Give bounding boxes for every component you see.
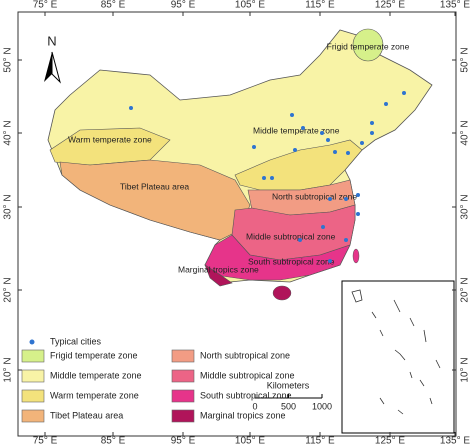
- city-dot: [290, 113, 294, 117]
- right-tick-label: 40° N: [460, 120, 471, 145]
- top-tick-label: 125° E: [375, 0, 405, 11]
- zone-taiwan: [352, 248, 360, 264]
- left-tick-label: 40° N: [3, 120, 14, 145]
- zones: [47, 28, 433, 301]
- bottom-tick-label: 105° E: [235, 436, 265, 446]
- zone-label: South subtropical zone: [248, 256, 335, 266]
- city-dot: [356, 212, 360, 216]
- legend-label: North subtropical zone: [200, 350, 290, 360]
- legend-label: South subtropical zone: [200, 390, 292, 400]
- top-tick-label: 75° E: [33, 0, 58, 11]
- scale-tick-label: 0: [252, 401, 257, 411]
- bottom-tick-label: 135° E: [440, 436, 470, 446]
- left-tick-label: 10° N: [3, 357, 14, 382]
- zone-label: Frigid temperate zone: [327, 41, 410, 51]
- zone-tibet: [59, 159, 251, 241]
- city-dot: [333, 150, 337, 154]
- top-tick-label: 105° E: [235, 0, 265, 11]
- legend-label: Tibet Plateau area: [50, 410, 123, 420]
- city-dot: [326, 138, 330, 142]
- city-dot: [356, 193, 360, 197]
- city-dot: [298, 238, 302, 242]
- city-dot: [344, 197, 348, 201]
- city-dot: [262, 176, 266, 180]
- north-arrow-left: [44, 52, 52, 82]
- right-tick-label: 20° N: [460, 277, 471, 302]
- city-dot: [301, 126, 305, 130]
- city-dot: [129, 106, 133, 110]
- city-dot: [360, 141, 364, 145]
- right-tick-label: 50° N: [460, 47, 471, 72]
- legend-label: Typical cities: [50, 336, 102, 346]
- city-dot: [384, 102, 388, 106]
- inset-islands: [351, 289, 441, 415]
- legend-label: Middle subtropical zone: [200, 370, 295, 380]
- legend-label: Frigid temperate zone: [50, 350, 138, 360]
- zone-label: Warm temperate zone: [68, 134, 152, 144]
- right-tick-label: 10° N: [460, 357, 471, 382]
- legend-swatch: [21, 369, 45, 383]
- bottom-tick-label: 95° E: [171, 436, 196, 446]
- legend-label: Marginal tropics zone: [200, 410, 286, 420]
- city-dot: [321, 225, 325, 229]
- zone-hainan: [272, 285, 292, 301]
- legend-swatch: [21, 349, 45, 363]
- city-dot: [346, 151, 350, 155]
- bottom-tick-label: 115° E: [305, 436, 335, 446]
- scale-title: Kilometers: [267, 380, 310, 390]
- left-tick-label: 50° N: [3, 47, 14, 72]
- zone-label: Middle subtropical zone: [246, 231, 336, 241]
- city-dot: [328, 259, 332, 263]
- top-tick-label: 95° E: [171, 0, 196, 11]
- legend-swatch: [171, 389, 195, 403]
- bottom-tick-label: 75° E: [33, 436, 58, 446]
- legend-dot: [29, 339, 35, 345]
- city-dot: [344, 238, 348, 242]
- zone-marginal-tropics: [204, 264, 233, 287]
- top-tick-label: 135° E: [440, 0, 470, 11]
- zone-frigid: [352, 28, 384, 62]
- top-tick-label: 115° E: [305, 0, 335, 11]
- city-dot: [402, 91, 406, 95]
- north-arrow-right: [51, 51, 61, 84]
- legend-swatch: [21, 389, 45, 403]
- city-dot: [370, 131, 374, 135]
- legend-label: Middle temperate zone: [50, 370, 142, 380]
- inset-frame: [341, 280, 455, 434]
- scale-tick-label: 1000: [312, 401, 332, 411]
- bottom-tick-label: 85° E: [101, 436, 126, 446]
- city-dot: [320, 131, 324, 135]
- left-tick-label: 30° N: [3, 194, 14, 219]
- city-dot: [293, 148, 297, 152]
- legend-swatch: [171, 349, 195, 363]
- city-dot: [270, 176, 274, 180]
- legend-swatch: [21, 409, 45, 423]
- city-dot: [328, 197, 332, 201]
- zone-label: Marginal tropics zone: [178, 264, 259, 274]
- zone-label: Tibet Plateau area: [120, 181, 189, 191]
- city-dot: [370, 121, 374, 125]
- left-tick-label: 20° N: [3, 277, 14, 302]
- legend-swatch: [171, 369, 195, 383]
- right-tick-label: 30° N: [460, 194, 471, 219]
- zone-label: North subtropical zone: [272, 191, 357, 201]
- north-arrow: N: [44, 33, 61, 84]
- scale-tick-label: 500: [281, 401, 296, 411]
- bottom-tick-label: 125° E: [375, 436, 405, 446]
- legend-label: Warm temperate zone: [50, 390, 139, 400]
- top-tick-label: 85° E: [101, 0, 126, 11]
- north-label: N: [47, 33, 56, 48]
- inset-map: [341, 280, 455, 434]
- zone-label: Middle temperate zone: [253, 125, 340, 135]
- city-dot: [252, 145, 256, 149]
- legend-swatch: [171, 409, 195, 423]
